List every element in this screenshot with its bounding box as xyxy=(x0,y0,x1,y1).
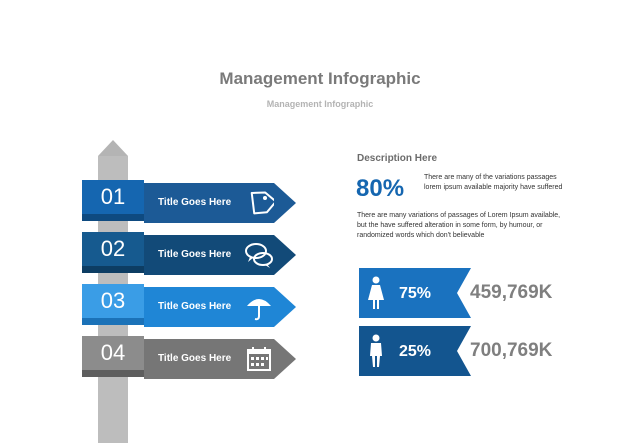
number-box-shadow-4 xyxy=(82,367,144,377)
number-box-3: 03 xyxy=(82,284,144,318)
stat-percentage-1: 75% xyxy=(399,285,432,302)
page-title: Management Infographic xyxy=(219,69,421,88)
number-box-shadow-1 xyxy=(82,211,144,221)
stat-value-2: 700,769K xyxy=(470,340,553,361)
number-box-4: 04 xyxy=(82,336,144,370)
highlight-text: There are many of the variations passage… xyxy=(424,174,563,191)
signpost-tip xyxy=(98,140,128,156)
stat-percentage-2: 25% xyxy=(399,343,432,360)
stat-value-1: 459,769K xyxy=(470,282,553,303)
male-icon xyxy=(366,334,386,368)
number-box-shadow-3 xyxy=(82,315,144,325)
chat-bubbles-icon xyxy=(244,240,274,270)
female-icon xyxy=(366,276,386,310)
arrow-label-1: Title Goes Here xyxy=(158,197,232,208)
calendar-icon xyxy=(244,344,274,374)
stat-banner-2 xyxy=(359,326,471,376)
number-box-1: 01 xyxy=(82,180,144,214)
umbrella-icon xyxy=(244,292,274,322)
arrow-label-2: Title Goes Here xyxy=(158,249,232,260)
number-box-2: 02 xyxy=(82,232,144,266)
arrow-label-3: Title Goes Here xyxy=(158,301,232,312)
page-subtitle: Management Infographic xyxy=(266,99,374,109)
arrow-label-4: Title Goes Here xyxy=(158,353,232,364)
description-paragraph: There are many variations of passages of… xyxy=(357,212,561,239)
description-title: Description Here xyxy=(357,153,438,164)
price-tag-icon xyxy=(244,188,277,218)
highlight-percentage: 80% xyxy=(356,175,405,202)
stat-banner-1 xyxy=(359,268,471,318)
number-box-shadow-2 xyxy=(82,263,144,273)
